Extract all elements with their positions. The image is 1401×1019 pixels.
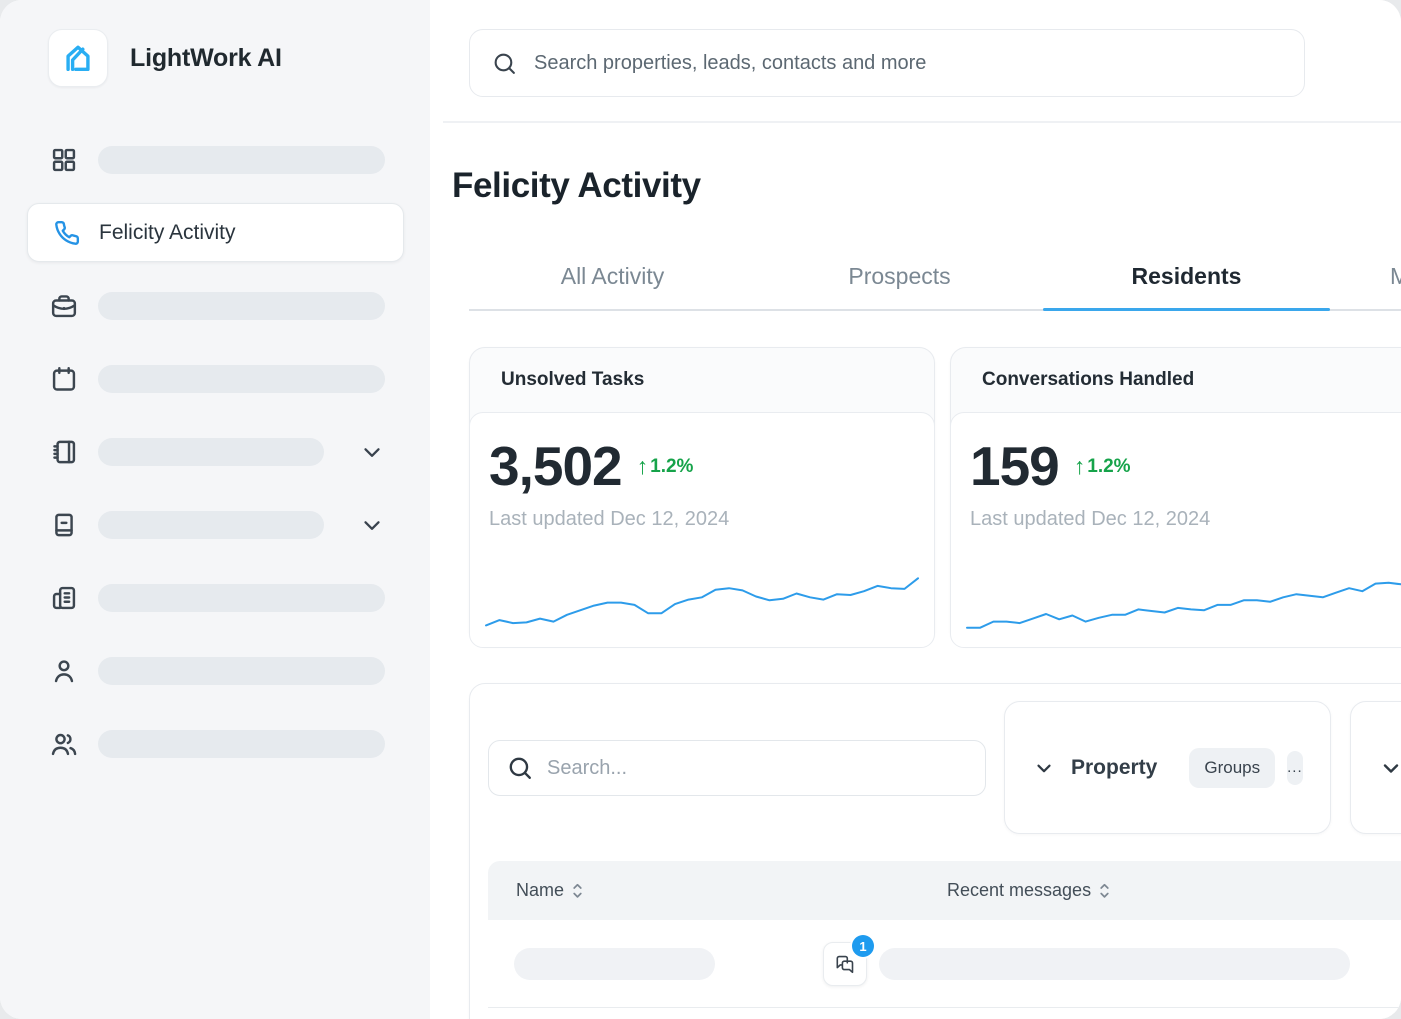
stat-delta-badge: ↑ 1.2% bbox=[1074, 455, 1131, 478]
arrow-up-icon: ↑ bbox=[1073, 453, 1086, 479]
column-label: Recent messages bbox=[947, 880, 1092, 900]
tab-bar: All Activity Prospects Residents M bbox=[469, 243, 1401, 311]
stat-value: 3,502 bbox=[489, 435, 623, 497]
logo-row: LightWork AI bbox=[48, 29, 282, 87]
sidebar-item-briefcase[interactable] bbox=[50, 291, 385, 321]
app-logo[interactable] bbox=[48, 29, 108, 87]
notebook-icon bbox=[50, 438, 78, 466]
skeleton-label bbox=[98, 438, 324, 466]
book-icon bbox=[50, 511, 78, 539]
grid-icon bbox=[50, 146, 78, 174]
users-icon bbox=[50, 730, 78, 758]
stat-delta-value: 1.2% bbox=[650, 455, 694, 477]
stat-updated-text: Last updated Dec 12, 2024 bbox=[970, 508, 1211, 530]
app-name: LightWork AI bbox=[130, 43, 282, 72]
sidebar-item-label: Felicity Activity bbox=[99, 220, 236, 244]
residents-list-panel: Property Groups ... Name bbox=[469, 683, 1401, 1019]
topbar-divider bbox=[443, 121, 1401, 123]
groups-button[interactable]: Groups bbox=[1189, 747, 1276, 788]
sparkline-chart bbox=[965, 552, 1401, 636]
page-title: Felicity Activity bbox=[452, 166, 701, 205]
search-icon bbox=[492, 51, 517, 76]
sidebar-item-users[interactable] bbox=[50, 729, 385, 759]
list-search-input[interactable] bbox=[547, 756, 967, 780]
sidebar-item-book[interactable] bbox=[50, 510, 385, 540]
skeleton-label bbox=[98, 146, 385, 174]
sidebar-item-dashboard[interactable] bbox=[50, 145, 385, 175]
skeleton-label bbox=[98, 511, 324, 539]
table-header-row: Name Recent messages bbox=[488, 861, 1401, 920]
sort-icon bbox=[572, 882, 583, 899]
tab-residents[interactable]: Residents bbox=[1043, 243, 1330, 311]
secondary-filter-dropdown[interactable] bbox=[1350, 701, 1401, 834]
main-content: Felicity Activity All Activity Prospects… bbox=[430, 0, 1401, 1019]
global-search-bar[interactable] bbox=[469, 29, 1305, 97]
stat-card-title: Unsolved Tasks bbox=[501, 369, 645, 390]
stat-delta-badge: ↑ 1.2% bbox=[637, 455, 694, 478]
tab-all-activity[interactable]: All Activity bbox=[560, 262, 665, 289]
stat-cards-row: Unsolved Tasks 3,502 ↑ 1.2% Last updated… bbox=[469, 347, 1401, 648]
sort-icon bbox=[1099, 882, 1110, 899]
sidebar-item-user[interactable] bbox=[50, 656, 385, 686]
chat-bubbles-icon bbox=[834, 953, 856, 975]
chevron-down-icon[interactable] bbox=[359, 512, 385, 538]
chevron-down-icon bbox=[1033, 757, 1055, 779]
recent-message-skeleton bbox=[879, 948, 1350, 980]
stat-updated-text: Last updated Dec 12, 2024 bbox=[489, 508, 730, 530]
tab-prospects[interactable]: Prospects bbox=[848, 262, 951, 289]
home-logo-icon bbox=[61, 41, 95, 75]
building-icon bbox=[50, 584, 78, 612]
unread-count-badge: 1 bbox=[852, 935, 874, 957]
chevron-down-icon bbox=[1379, 756, 1401, 780]
skeleton-label bbox=[98, 657, 385, 685]
sidebar-item-felicity-activity[interactable]: Felicity Activity bbox=[27, 203, 404, 262]
calendar-icon bbox=[50, 365, 78, 393]
table-row[interactable]: 1 bbox=[488, 920, 1401, 1008]
sidebar: LightWork AI Felicity Activity bbox=[0, 0, 430, 1019]
search-icon bbox=[507, 755, 533, 781]
stat-card-title: Conversations Handled bbox=[982, 369, 1195, 390]
stat-card-unsolved-tasks: Unsolved Tasks 3,502 ↑ 1.2% Last updated… bbox=[469, 347, 935, 648]
messages-button[interactable]: 1 bbox=[823, 935, 874, 986]
column-label: Name bbox=[516, 880, 565, 900]
sidebar-item-building[interactable] bbox=[50, 583, 385, 613]
stat-delta-value: 1.2% bbox=[1087, 455, 1131, 477]
column-header-name[interactable]: Name bbox=[516, 880, 947, 901]
stat-card-conversations-handled: Conversations Handled 159 ↑ 1.2% Last up… bbox=[950, 347, 1401, 648]
global-search-input[interactable] bbox=[534, 51, 1282, 75]
more-options-button[interactable]: ... bbox=[1287, 750, 1303, 785]
skeleton-label bbox=[98, 365, 385, 393]
property-filter-label: Property bbox=[1071, 755, 1158, 779]
column-header-recent-messages[interactable]: Recent messages bbox=[947, 880, 1110, 901]
name-skeleton bbox=[514, 948, 715, 980]
sidebar-item-notebook[interactable] bbox=[50, 437, 385, 467]
tab-truncated[interactable]: M bbox=[1390, 262, 1401, 289]
arrow-up-icon: ↑ bbox=[636, 453, 649, 479]
property-filter-dropdown[interactable]: Property Groups ... bbox=[1004, 701, 1331, 834]
sparkline-chart bbox=[484, 552, 920, 636]
user-icon bbox=[50, 657, 78, 685]
briefcase-icon bbox=[50, 292, 78, 320]
sidebar-item-calendar[interactable] bbox=[50, 364, 385, 394]
skeleton-label bbox=[98, 730, 385, 758]
phone-icon bbox=[54, 220, 80, 246]
stat-value: 159 bbox=[970, 435, 1060, 497]
skeleton-label bbox=[98, 292, 385, 320]
chevron-down-icon[interactable] bbox=[359, 439, 385, 465]
skeleton-label bbox=[98, 584, 385, 612]
list-search-bar[interactable] bbox=[488, 740, 986, 796]
